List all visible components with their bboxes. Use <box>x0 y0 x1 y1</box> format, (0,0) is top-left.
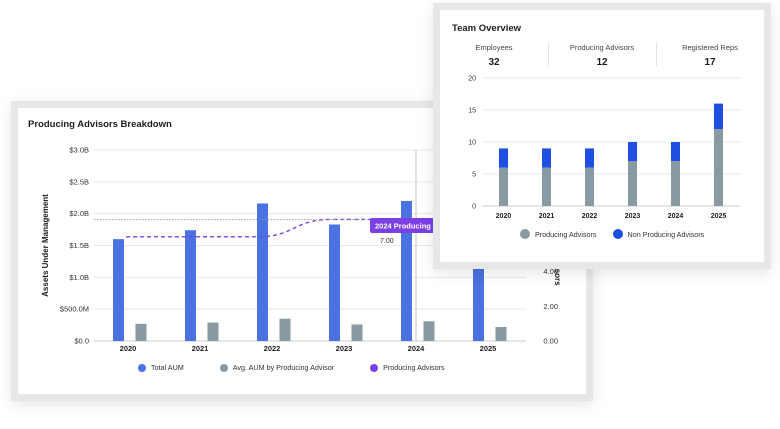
bar-non-producing <box>714 103 723 130</box>
y-tick-label: 10 <box>468 140 476 147</box>
bar-avg-aum <box>279 318 291 341</box>
y-tick-label: 20 <box>468 76 476 83</box>
x-tick-label: 2024 <box>668 213 684 220</box>
legend-dot-producing-advisors <box>370 363 379 372</box>
bar-avg-aum <box>495 326 507 341</box>
team-stats: Employees 32 Producing Advisors 12 Regis… <box>440 40 764 74</box>
x-tick-label: 2025 <box>480 344 497 353</box>
bar-producing <box>542 167 551 206</box>
bar-total-aum <box>473 258 484 341</box>
breakdown-title: Producing Advisors Breakdown <box>28 119 172 130</box>
legend-dot-avg-aum <box>219 363 228 372</box>
bar-non-producing <box>585 148 594 168</box>
y-tick-label: 5 <box>472 172 476 179</box>
bar-non-producing <box>671 142 680 162</box>
y2-tick-label: 0.00 <box>543 337 558 346</box>
bar-total-aum <box>113 239 124 341</box>
bar-non-producing <box>499 148 508 168</box>
bar-total-aum <box>329 224 340 341</box>
stat-registered-reps-label: Registered Reps <box>682 43 738 52</box>
x-tick-label: 2025 <box>711 213 727 220</box>
x-tick-label: 2023 <box>625 213 641 220</box>
stat-producing-advisors: Producing Advisors 12 <box>548 40 656 74</box>
legend-label-producing-advisors: Producing Advisors <box>383 363 445 372</box>
y-tick-label: $0.0 <box>74 337 89 346</box>
bar-avg-aum <box>351 324 363 341</box>
bar-producing <box>714 129 723 206</box>
stat-producing-advisors-label: Producing Advisors <box>569 43 635 52</box>
x-tick-label: 2023 <box>336 344 353 353</box>
bar-avg-aum <box>423 321 435 341</box>
y-tick-label: $2.5B <box>69 177 89 186</box>
bar-total-aum <box>185 230 196 341</box>
x-tick-label: 2020 <box>120 344 137 353</box>
bar-non-producing <box>628 142 637 162</box>
x-tick-label: 2020 <box>496 213 512 220</box>
x-tick-label: 2021 <box>192 344 209 353</box>
bar-non-producing <box>542 148 551 168</box>
y-tick-label: $1.0B <box>69 273 89 282</box>
y-tick-label: 15 <box>468 108 476 115</box>
bar-total-aum <box>401 200 412 341</box>
x-tick-label: 2024 <box>408 344 426 353</box>
legend-item-producing-advisors[interactable]: Producing Advisors <box>370 363 445 372</box>
team-overview-card: Team Overview Employees 32 Producing Adv… <box>440 10 764 262</box>
bar-producing <box>671 161 680 206</box>
y-tick-label: $1.5B <box>69 241 89 250</box>
legend-dot-team-producing <box>520 229 530 239</box>
tooltip-value: 7.00 <box>380 238 394 245</box>
stat-employees-value: 32 <box>488 57 500 68</box>
y-tick-label: $2.0B <box>69 209 89 218</box>
bar-avg-aum <box>135 323 147 341</box>
team-overview-title: Team Overview <box>452 23 522 34</box>
y2-axis-title: isors <box>553 266 562 286</box>
bar-total-aum <box>257 203 268 341</box>
bar-producing <box>628 161 637 206</box>
breakdown-legend: Total AUM Avg. AUM by Producing Advisor … <box>138 363 481 372</box>
legend-dot-team-non-producing <box>612 229 623 239</box>
y-tick-label: 0 <box>472 204 476 211</box>
legend-item-team-producing[interactable]: Producing Advisors <box>520 229 597 239</box>
tooltip-title: 2024 Producing Ad <box>375 222 443 231</box>
stat-producing-advisors-value: 12 <box>596 57 608 68</box>
legend-label-team-non-producing: Non Producing Advisors <box>627 229 705 239</box>
legend-item-total-aum[interactable]: Total AUM <box>138 363 184 372</box>
legend-label-team-producing: Producing Advisors <box>535 229 597 239</box>
x-tick-label: 2022 <box>582 213 598 220</box>
y2-tick-label: 4.00 <box>543 267 558 276</box>
bar-producing <box>499 167 508 206</box>
tooltip-box <box>370 218 440 233</box>
legend-label-total-aum: Total AUM <box>151 363 184 372</box>
bar-producing <box>585 167 594 206</box>
y-axis-title: Assets Under Management <box>41 194 50 297</box>
y-tick-label: $3.0B <box>69 146 89 155</box>
stat-employees: Employees 32 <box>440 40 548 74</box>
legend-item-avg-aum[interactable]: Avg. AUM by Producing Advisor <box>219 363 335 372</box>
y-tick-label: $500.0M <box>60 305 89 314</box>
stat-employees-label: Employees <box>475 43 513 52</box>
x-tick-label: 2022 <box>264 344 281 353</box>
stat-registered-reps-value: 17 <box>704 57 716 68</box>
y2-tick-label: 2.00 <box>543 302 558 311</box>
bar-avg-aum <box>207 322 219 341</box>
stat-registered-reps: Registered Reps 17 <box>656 40 764 74</box>
legend-item-team-non-producing[interactable]: Non Producing Advisors <box>612 229 705 239</box>
legend-label-avg-aum: Avg. AUM by Producing Advisor <box>232 363 335 372</box>
legend-dot-total-aum <box>138 363 146 372</box>
team-legend: Producing Advisors Non Producing Advisor… <box>520 229 720 239</box>
x-tick-label: 2021 <box>539 213 555 220</box>
